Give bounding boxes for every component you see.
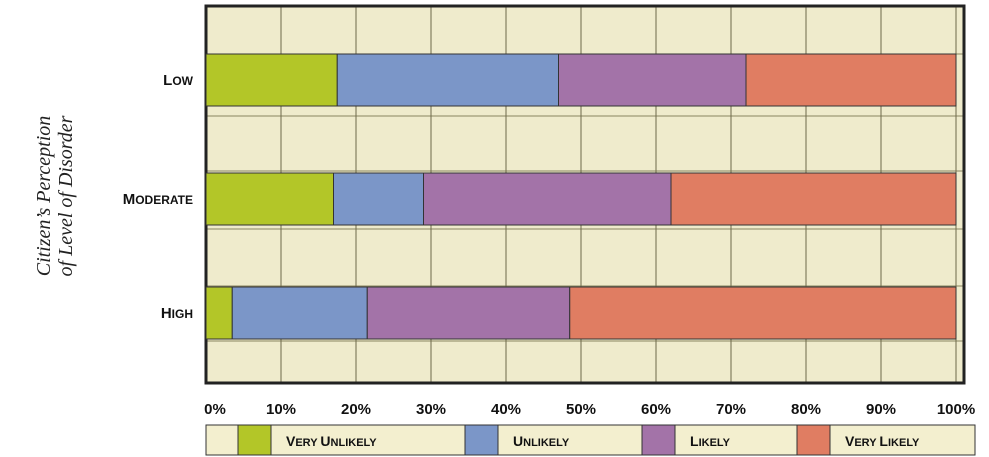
legend-swatch: [641, 424, 676, 456]
x-tick-label: 40%: [491, 401, 521, 418]
x-tick-label: 80%: [791, 401, 821, 418]
x-tick-label: 30%: [416, 401, 446, 418]
bar-segment-moderate-very-unlikely: [205, 172, 334, 226]
legend: VERY UNLIKELY UNLIKELY LIKELY VERY LIKELY: [205, 424, 976, 456]
x-tick-label: 70%: [716, 401, 746, 418]
bar-segment-low-very-unlikely: [205, 53, 338, 107]
legend-box: [205, 424, 976, 456]
x-tick-labels: 0% 10% 20% 30% 40% 50% 60% 70% 80% 90% 100%: [204, 401, 975, 418]
y-axis-title: Citizen’s Perceptionof Level of Disorder: [33, 115, 77, 276]
category-label: LOW: [163, 72, 194, 89]
y-axis-title-text: Citizen’s Perceptionof Level of Disorder: [33, 115, 77, 276]
legend-label: LIKELY: [690, 433, 731, 449]
y-axis-title-line: Citizen’s Perception: [33, 116, 55, 277]
bar-segment-moderate-unlikely: [333, 172, 424, 226]
legend-swatch: [464, 424, 499, 456]
bar-segment-low-very-likely: [745, 53, 957, 107]
bar-segment-high-very-unlikely: [205, 286, 233, 340]
category-labels: LOW MODERATE HIGH: [123, 72, 194, 322]
bar-segment-moderate-likely: [423, 172, 672, 226]
x-tick-label: 100%: [937, 401, 975, 418]
category-label: HIGH: [161, 305, 193, 322]
legend-swatch: [237, 424, 272, 456]
bar-segment-moderate-very-likely: [670, 172, 957, 226]
x-tick-label: 10%: [266, 401, 296, 418]
category-label: MODERATE: [123, 191, 193, 208]
bars-group: [205, 53, 957, 340]
x-tick-label: 50%: [566, 401, 596, 418]
x-tick-label: 0%: [204, 401, 226, 418]
legend-label: VERY LIKELY: [845, 433, 920, 449]
x-tick-label: 90%: [866, 401, 896, 418]
bar-segment-low-unlikely: [336, 53, 559, 107]
legend-label: UNLIKELY: [513, 433, 570, 449]
bar-segment-low-likely: [558, 53, 747, 107]
bar-segment-high-unlikely: [231, 286, 368, 340]
legend-swatch: [796, 424, 831, 456]
x-tick-label: 20%: [341, 401, 371, 418]
bar-segment-high-very-likely: [569, 286, 957, 340]
y-axis-title-line: of Level of Disorder: [55, 115, 77, 276]
legend-label: VERY UNLIKELY: [286, 433, 377, 449]
bar-segment-high-likely: [366, 286, 571, 340]
x-tick-label: 60%: [641, 401, 671, 418]
